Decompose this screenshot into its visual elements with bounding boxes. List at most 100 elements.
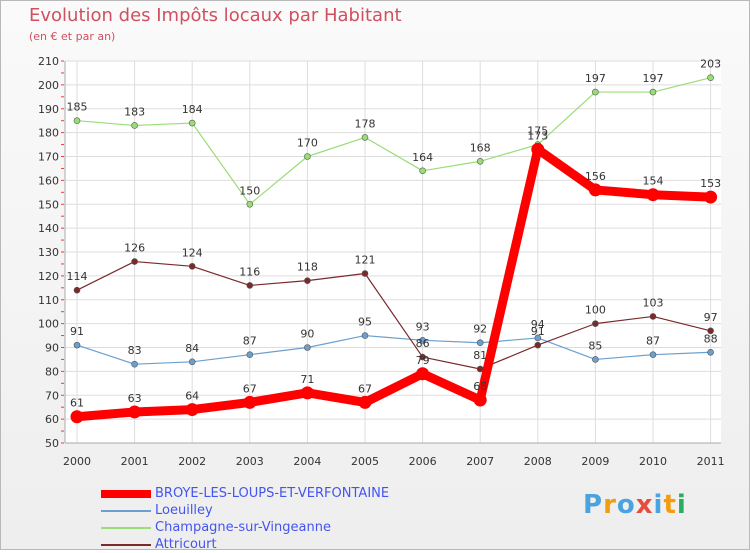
data-point: [707, 348, 714, 356]
data-label: 97: [704, 311, 718, 324]
data-point: [185, 403, 199, 417]
data-label: 90: [300, 328, 314, 341]
data-point: [304, 277, 311, 284]
data-label: 118: [297, 261, 318, 274]
y-tick-label: 100: [38, 318, 59, 331]
data-label: 91: [70, 325, 84, 338]
proxiti-logo: Proxiti: [583, 490, 687, 520]
data-label: 103: [643, 296, 664, 309]
y-tick-label: 120: [38, 270, 59, 283]
legend-label: Attricourt: [155, 537, 217, 552]
y-tick-label: 130: [38, 246, 59, 259]
y-tick-label: 60: [45, 413, 59, 426]
logo-letter: i: [653, 490, 664, 520]
data-label: 93: [416, 320, 430, 333]
data-point: [243, 395, 257, 409]
data-label: 153: [700, 177, 721, 190]
data-point: [476, 157, 484, 165]
data-label: 92: [473, 323, 487, 336]
x-tick-label: 2005: [351, 455, 379, 468]
legend-label: Loeuilley: [155, 503, 213, 518]
series-line: [76, 334, 712, 365]
data-point: [588, 183, 602, 197]
legend-swatch: [101, 490, 151, 498]
series-line: [76, 260, 712, 370]
x-tick-label: 2011: [697, 455, 725, 468]
data-label: 184: [182, 103, 203, 116]
y-tick-label: 150: [38, 198, 59, 211]
data-label: 94: [531, 318, 545, 331]
data-label: 63: [128, 392, 142, 405]
data-label: 197: [643, 72, 664, 85]
data-label: 178: [355, 117, 376, 130]
data-point: [70, 410, 84, 424]
data-label: 67: [243, 382, 257, 395]
data-point: [707, 327, 714, 335]
data-point: [73, 341, 81, 349]
data-label: 175: [527, 125, 548, 138]
data-point: [649, 88, 657, 96]
logo-letter: i: [676, 490, 687, 520]
x-tick-label: 2001: [121, 455, 149, 468]
data-point: [246, 282, 254, 289]
y-tick-label: 90: [45, 342, 59, 355]
data-point: [188, 263, 196, 270]
y-tick-label: 180: [38, 127, 59, 140]
logo-letter: t: [663, 490, 677, 520]
x-tick-label: 2006: [409, 455, 437, 468]
data-point: [73, 286, 81, 294]
data-label: 100: [585, 304, 606, 317]
data-point: [361, 270, 369, 277]
data-label: 126: [124, 242, 145, 255]
legend-item: Champagne-sur-Vingeanne: [101, 520, 331, 536]
data-point: [707, 74, 714, 82]
data-point: [476, 339, 484, 347]
data-point: [246, 351, 254, 358]
y-tick-label: 110: [38, 294, 59, 307]
data-point: [304, 344, 311, 351]
data-label: 71: [300, 373, 314, 386]
data-point: [592, 320, 599, 327]
legend-swatch: [101, 527, 151, 529]
data-point: [419, 167, 426, 175]
data-point: [188, 358, 196, 366]
data-point: [128, 405, 142, 419]
data-label: 150: [239, 184, 260, 197]
chart-title: Evolution des Impôts locaux par Habitant: [29, 5, 402, 26]
logo-letter: P: [583, 490, 604, 520]
data-point: [649, 313, 657, 320]
x-tick-label: 2002: [178, 455, 206, 468]
series-line: [76, 77, 712, 205]
y-tick-label: 200: [38, 79, 59, 92]
data-point: [300, 386, 314, 400]
data-label: 95: [358, 316, 372, 329]
data-point: [592, 356, 599, 363]
data-point: [531, 142, 545, 156]
x-tick-label: 2004: [293, 455, 321, 468]
data-label: 83: [128, 344, 142, 357]
data-label: 61: [70, 397, 84, 410]
legend-label: Champagne-sur-Vingeanne: [155, 520, 331, 535]
data-label: 124: [182, 246, 203, 259]
y-tick-label: 160: [38, 174, 59, 187]
data-point: [592, 88, 599, 96]
data-point: [419, 353, 426, 361]
data-label: 79: [416, 354, 430, 367]
data-label: 81: [473, 349, 487, 362]
x-tick-label: 2000: [63, 455, 91, 468]
data-label: 64: [185, 390, 199, 403]
data-point: [304, 153, 311, 160]
data-point: [131, 258, 138, 265]
data-label: 164: [412, 151, 433, 164]
data-label: 84: [185, 342, 199, 355]
y-tick-label: 50: [45, 437, 59, 450]
data-point: [534, 341, 542, 349]
data-point: [704, 190, 718, 204]
data-label: 156: [585, 170, 606, 183]
y-tick-label: 140: [38, 222, 59, 235]
data-label: 121: [355, 253, 376, 266]
chart-subtitle: (en € et par an): [29, 30, 116, 43]
data-label: 170: [297, 137, 318, 150]
data-label: 168: [470, 141, 491, 154]
